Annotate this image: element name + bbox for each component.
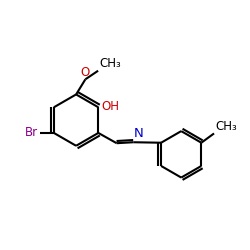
Text: CH₃: CH₃ [99, 57, 121, 70]
Text: Br: Br [25, 126, 38, 140]
Text: OH: OH [101, 100, 119, 112]
Text: N: N [134, 127, 144, 140]
Text: CH₃: CH₃ [215, 120, 237, 133]
Text: O: O [80, 66, 89, 78]
